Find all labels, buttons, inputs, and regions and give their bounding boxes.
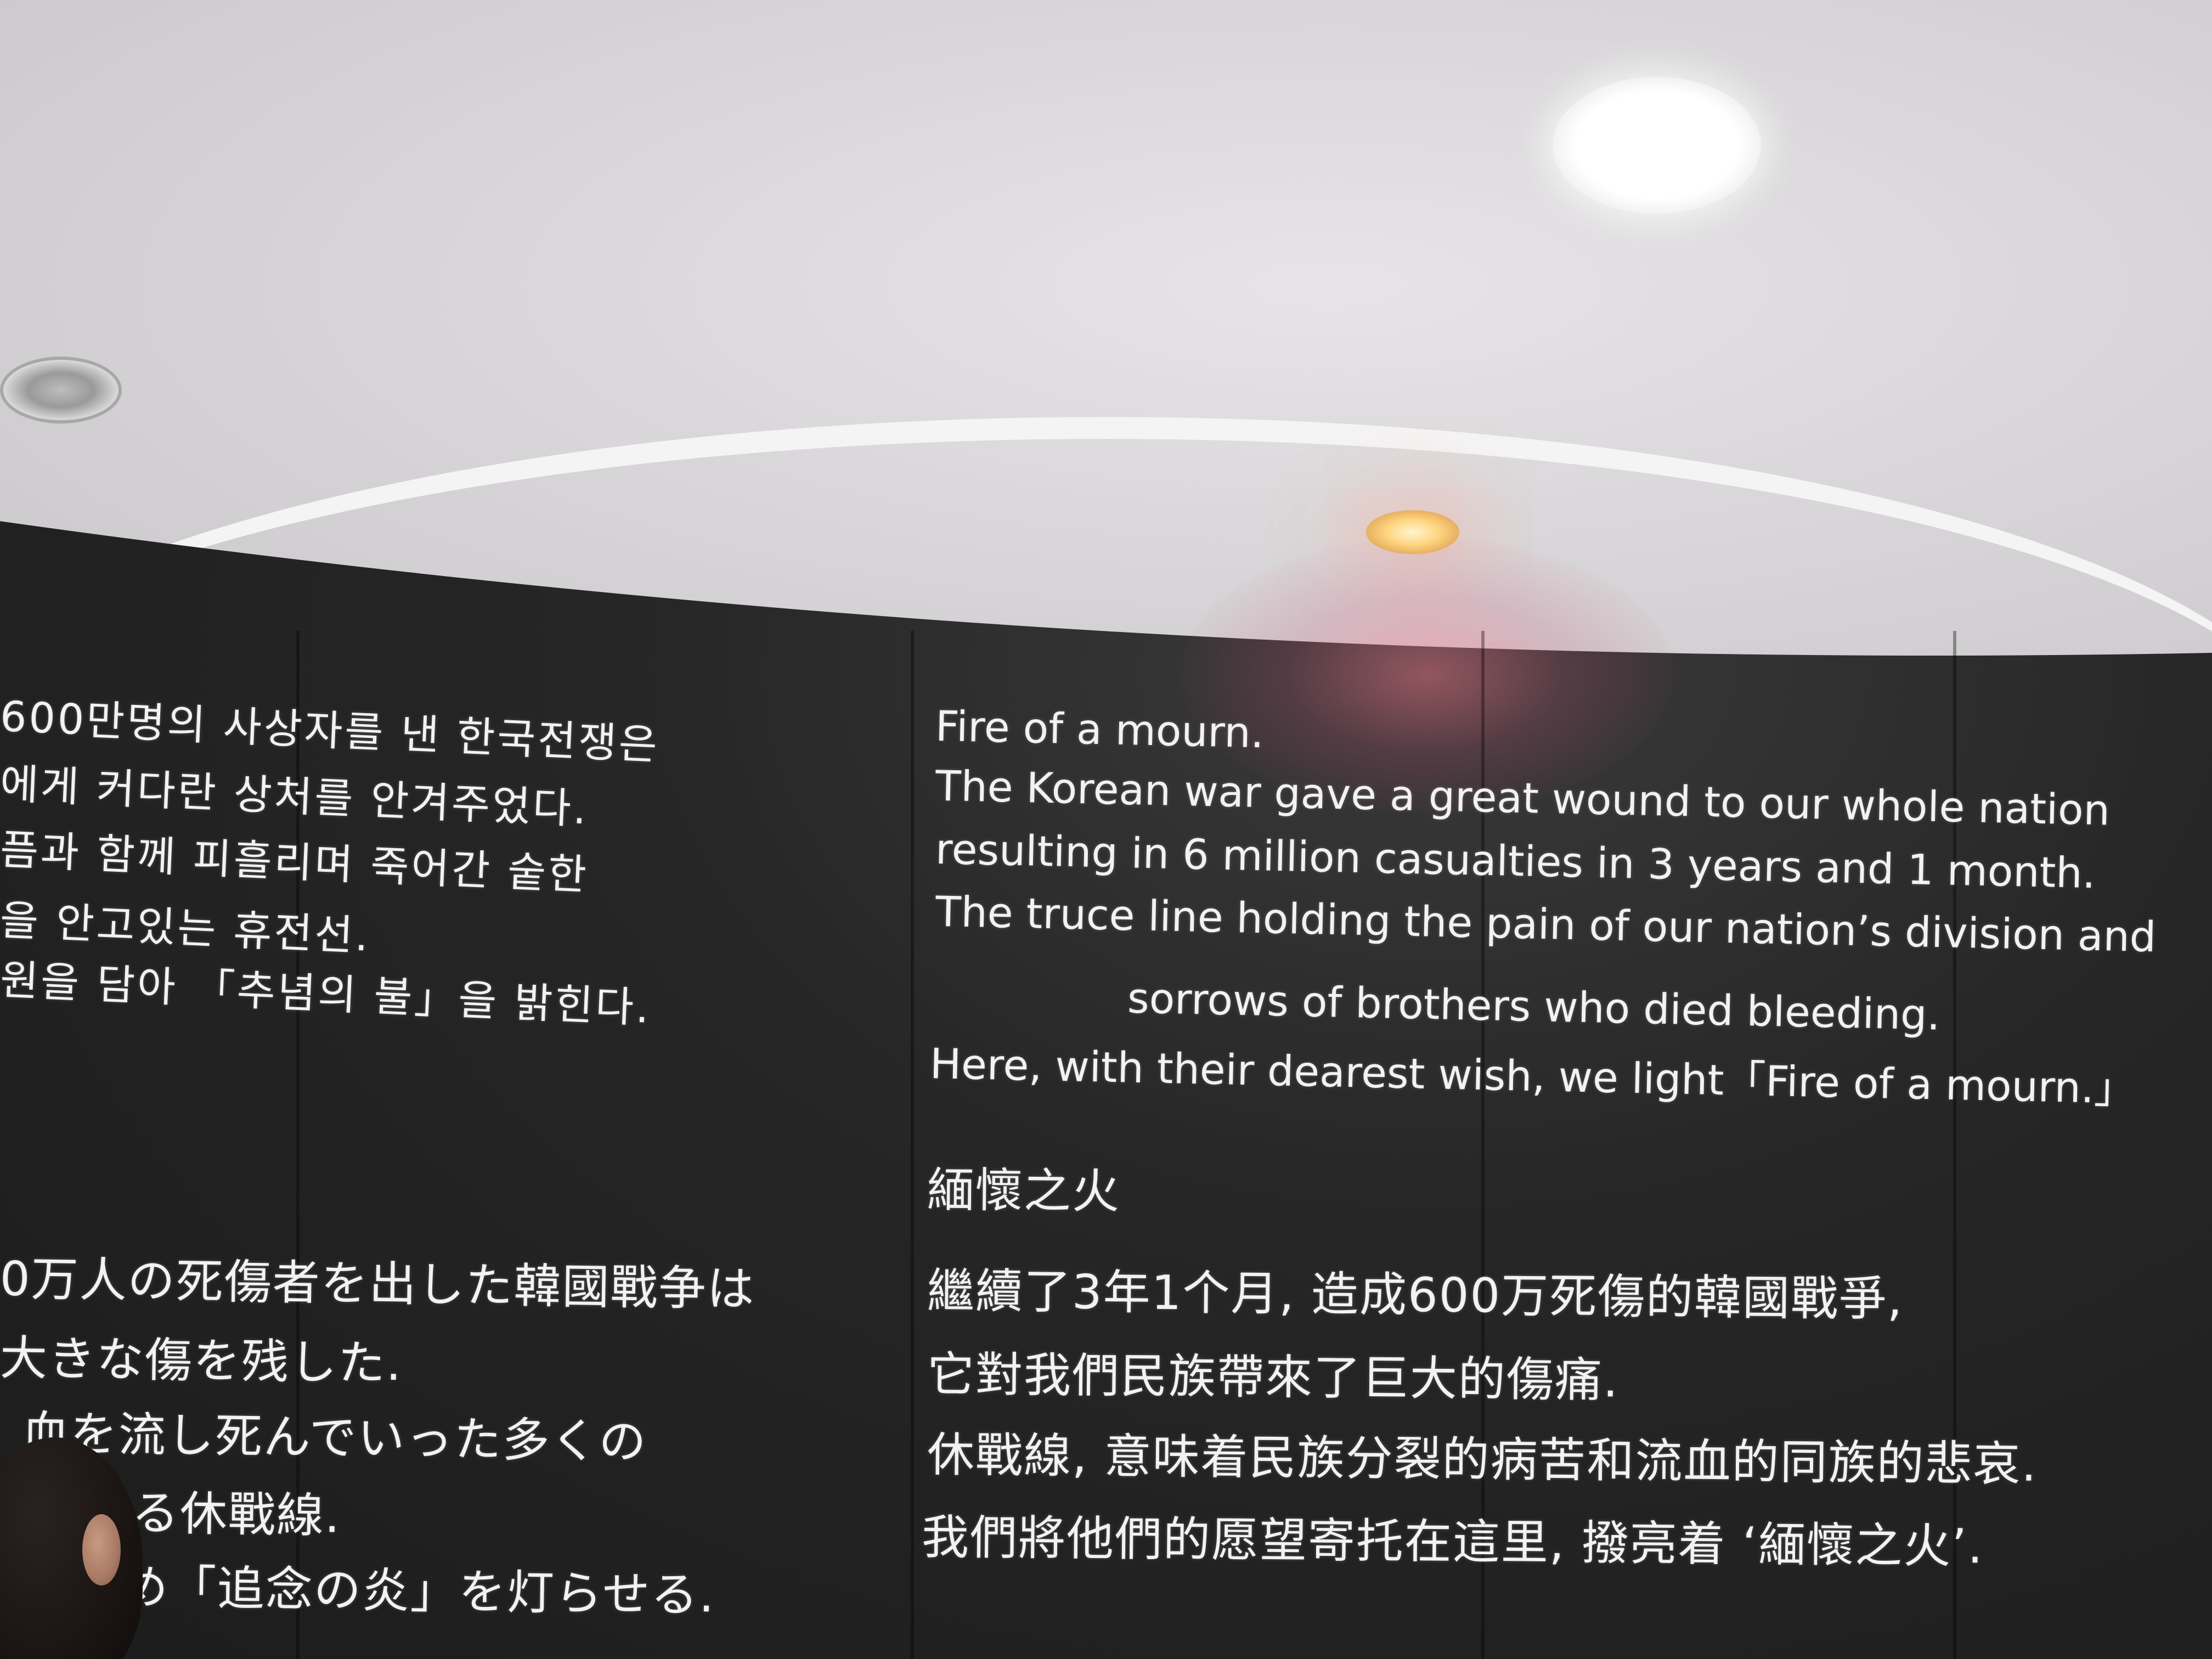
japanese-line-4: る休戰線. [131, 1486, 341, 1544]
japanese-line-1: 0万人の死傷者を出した韓國戰争は [0, 1251, 756, 1317]
chinese-line-1: 繼續了3年1个月, 造成600万死傷的韓國戰爭, [927, 1263, 1904, 1327]
panel-seam [1481, 631, 1485, 1659]
chinese-title: 緬懷之火 [927, 1163, 1121, 1220]
ceiling-light-left [0, 357, 122, 424]
japanese-line-5: め「追念の炎」を灯らせる. [120, 1560, 716, 1623]
chinese-line-2: 它對我們民族帶來了巨大的傷痛. [927, 1347, 1620, 1408]
panel-seam [296, 631, 300, 1659]
english-title: Fire of a mourn. [935, 701, 1265, 758]
chinese-line-3: 休戰線, 意味着民族分裂的病苦和流血的同族的悲哀. [927, 1427, 2038, 1492]
ceiling-light-center [1366, 510, 1459, 554]
panel-seam [911, 631, 914, 1659]
visitor-ear [82, 1514, 121, 1585]
panel-seam [1953, 631, 1956, 1659]
light-glow [1180, 538, 1673, 812]
chinese-line-4: 我們將他們的愿望寄托在這里, 撥亮着 ‘緬懷之火’. [921, 1510, 1984, 1575]
japanese-line-3: 血を流し死んでいった多くの [21, 1406, 648, 1470]
ceiling-light-main [1553, 77, 1761, 214]
japanese-line-2: 大きな傷を残した. [0, 1330, 403, 1392]
